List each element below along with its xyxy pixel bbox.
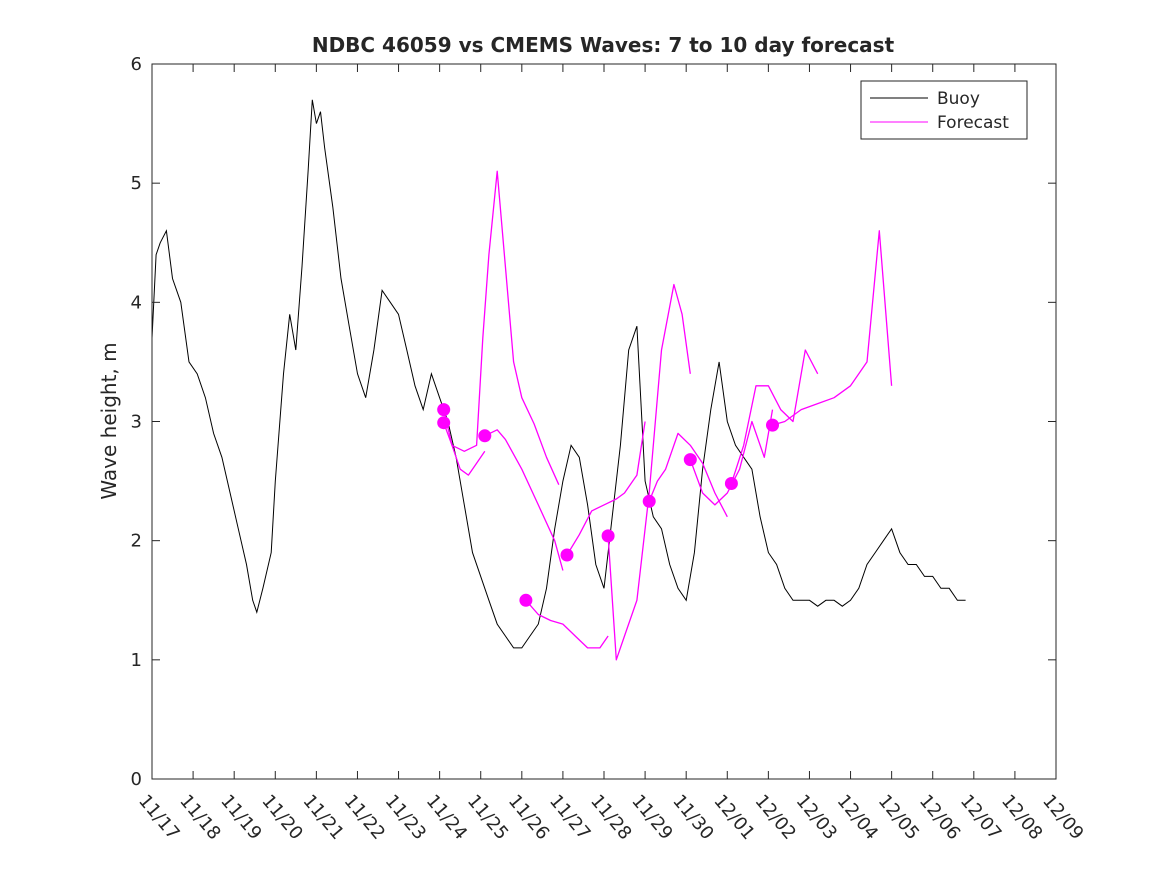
forecast-series-line-5 xyxy=(566,421,646,556)
forecast-series-line-2 xyxy=(443,170,560,485)
y-tick-label-2: 2 xyxy=(131,531,142,552)
chart-title: NDBC 46059 vs CMEMS Waves: 7 to 10 day f… xyxy=(312,33,895,57)
forecast-series-line-7 xyxy=(648,432,728,518)
forecast-series-line-1 xyxy=(443,409,486,476)
forecast-series-line-3 xyxy=(484,429,564,571)
forecast-start-marker-1 xyxy=(437,403,451,417)
y-tick-label-6: 6 xyxy=(131,54,142,75)
buoy-series-line xyxy=(151,99,966,649)
forecast-series-line-4 xyxy=(525,599,609,649)
series-layer xyxy=(151,99,966,661)
forecast-start-marker-10 xyxy=(766,418,779,432)
forecast-series-line-10 xyxy=(772,230,893,426)
forecast-start-marker-3 xyxy=(478,429,492,443)
legend: Buoy Forecast xyxy=(860,80,1028,140)
forecast-start-marker-9 xyxy=(724,477,738,490)
legend-forecast-label: Forecast xyxy=(937,113,1009,133)
forecast-start-marker-8 xyxy=(683,453,697,467)
y-tick-label-1: 1 xyxy=(131,650,142,671)
y-tick-label-0: 0 xyxy=(131,769,142,790)
y-tick-label-4: 4 xyxy=(131,292,142,313)
y-tick-label-5: 5 xyxy=(131,173,142,194)
forecast-series-line-9 xyxy=(730,349,819,484)
y-tick-label-3: 3 xyxy=(131,412,142,433)
legend-box xyxy=(860,80,1028,140)
forecast-start-marker-6 xyxy=(601,529,615,543)
forecast-series-line-6 xyxy=(607,283,691,661)
legend-buoy-label: Buoy xyxy=(937,89,980,109)
forecast-marker-layer xyxy=(437,403,779,607)
forecast-start-marker-7 xyxy=(642,494,656,508)
forecast-start-marker-4 xyxy=(519,593,533,607)
forecast-start-marker-5 xyxy=(560,548,574,562)
y-axis-label: Wave height, m xyxy=(97,342,121,499)
forecast-start-marker-2 xyxy=(437,416,451,430)
y-axis: 0 1 2 3 4 5 6 xyxy=(131,54,1056,790)
